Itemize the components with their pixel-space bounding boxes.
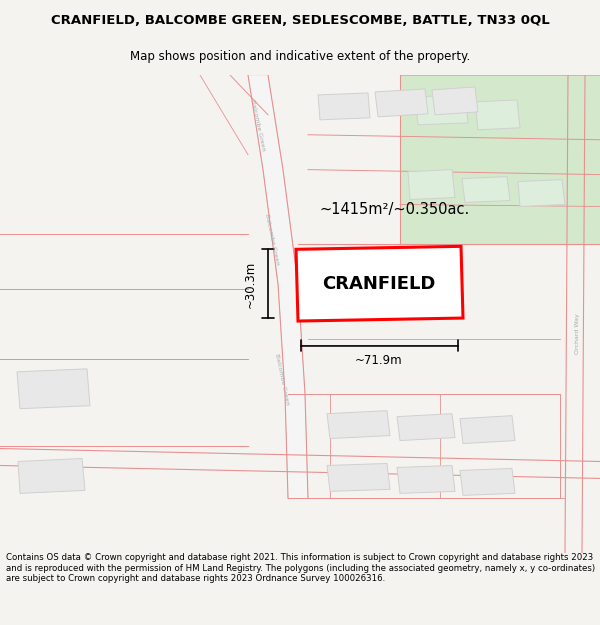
Polygon shape — [397, 466, 455, 493]
Text: ~30.3m: ~30.3m — [244, 261, 257, 308]
Polygon shape — [397, 414, 455, 441]
Polygon shape — [475, 100, 520, 130]
Polygon shape — [462, 177, 510, 202]
Polygon shape — [327, 411, 390, 439]
Polygon shape — [318, 93, 370, 120]
Polygon shape — [18, 459, 85, 493]
Polygon shape — [432, 87, 478, 115]
Polygon shape — [296, 246, 463, 321]
Text: ~71.9m: ~71.9m — [355, 354, 403, 367]
Polygon shape — [408, 169, 455, 199]
Polygon shape — [248, 75, 308, 498]
Polygon shape — [17, 369, 90, 409]
Polygon shape — [400, 75, 600, 244]
Text: CRANFIELD, BALCOMBE GREEN, SEDLESCOMBE, BATTLE, TN33 0QL: CRANFIELD, BALCOMBE GREEN, SEDLESCOMBE, … — [50, 14, 550, 28]
Text: CRANFIELD: CRANFIELD — [322, 275, 436, 293]
Text: Balcombe Green: Balcombe Green — [250, 99, 266, 151]
Polygon shape — [327, 464, 390, 491]
Text: Balcombe Green: Balcombe Green — [274, 352, 290, 405]
Text: Balcombe Green: Balcombe Green — [264, 213, 280, 266]
Polygon shape — [460, 416, 515, 444]
Polygon shape — [518, 179, 565, 206]
Polygon shape — [375, 89, 428, 117]
Text: Contains OS data © Crown copyright and database right 2021. This information is : Contains OS data © Crown copyright and d… — [6, 553, 595, 583]
Text: Orchard Way: Orchard Way — [575, 314, 581, 354]
Polygon shape — [415, 95, 468, 125]
Polygon shape — [460, 469, 515, 496]
Text: Map shows position and indicative extent of the property.: Map shows position and indicative extent… — [130, 50, 470, 62]
Text: ~1415m²/~0.350ac.: ~1415m²/~0.350ac. — [320, 202, 470, 217]
